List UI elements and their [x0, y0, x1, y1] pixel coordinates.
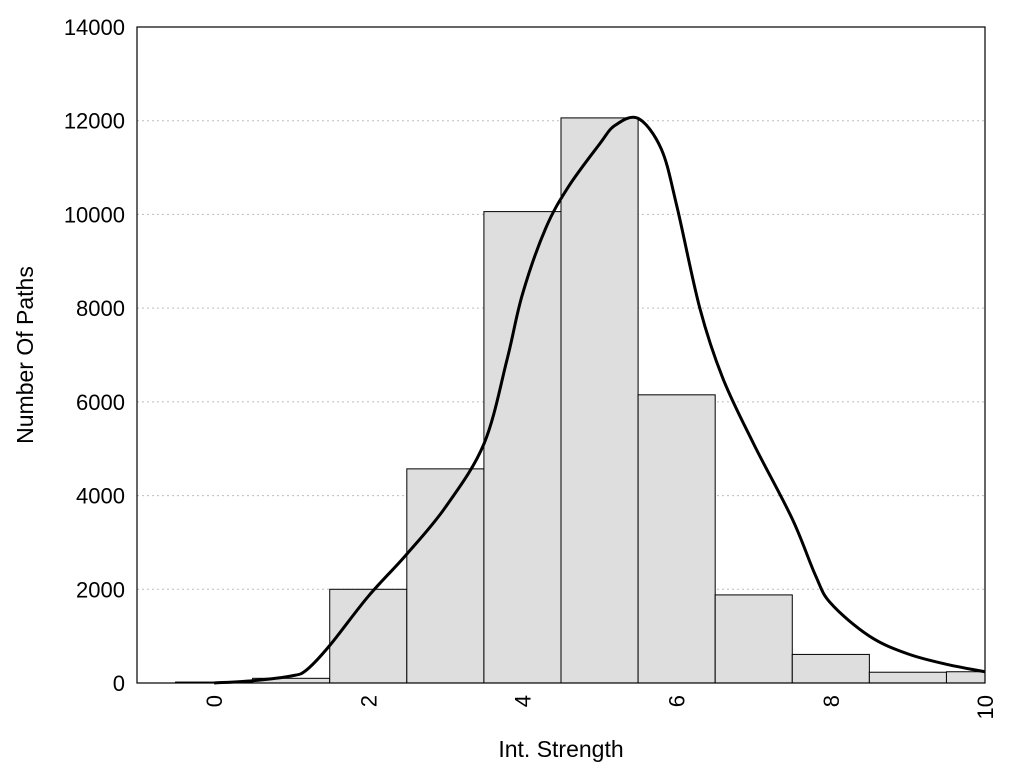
x-tick-label: 4 [510, 695, 535, 707]
y-axis-ticks: 0 2000 4000 6000 8000 10000 12000 14000 [64, 15, 125, 696]
y-tick-label: 4000 [76, 484, 125, 509]
histogram-bar [791, 653, 870, 684]
histogram-bar [483, 211, 562, 684]
histogram-bar [637, 394, 716, 684]
y-tick-label: 6000 [76, 390, 125, 415]
x-axis-title: Int. Strength [498, 736, 623, 762]
histogram-bar [329, 588, 408, 684]
curve-line [214, 115, 986, 685]
x-tick-label: 0 [202, 695, 227, 707]
x-tick-label: 10 [973, 695, 998, 719]
plot-frame [136, 26, 986, 684]
histogram-bar [945, 671, 986, 684]
x-tick-label: 6 [665, 695, 690, 707]
x-tick-label: 2 [356, 695, 381, 707]
x-axis-ticks: 0 2 4 6 8 10 [202, 695, 998, 719]
histogram-bar [406, 468, 485, 684]
histogram-bar [560, 117, 639, 684]
y-tick-label: 8000 [76, 296, 125, 321]
y-tick-label: 0 [113, 671, 125, 696]
bars [175, 117, 986, 684]
y-tick-label: 2000 [76, 577, 125, 602]
density-curve [214, 115, 986, 685]
y-tick-label: 12000 [64, 109, 125, 134]
x-tick-label: 8 [819, 695, 844, 707]
histogram-bar [714, 594, 793, 684]
gridlines [137, 120, 985, 590]
y-tick-label: 10000 [64, 202, 125, 227]
y-axis-title: Number Of Paths [12, 266, 38, 444]
y-tick-label: 14000 [64, 15, 125, 40]
histogram-bar [868, 671, 947, 684]
